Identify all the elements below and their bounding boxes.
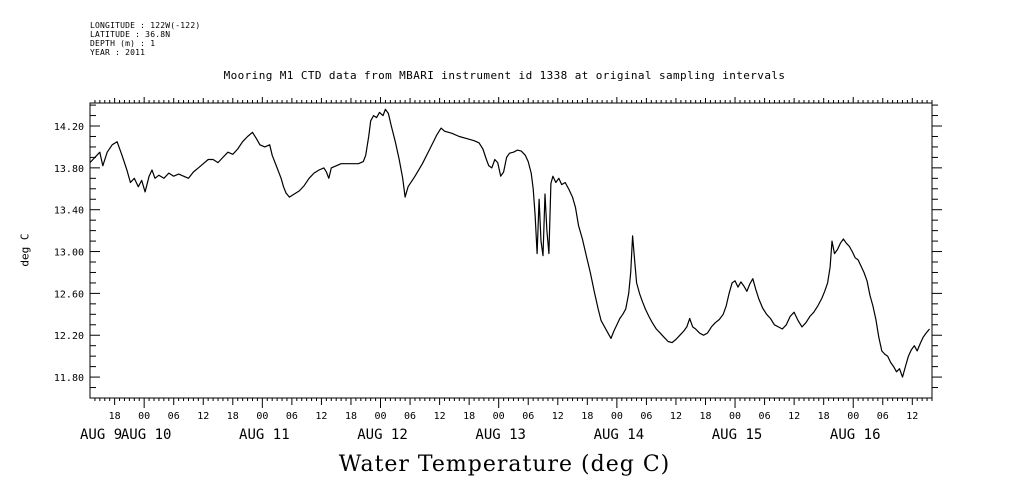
x-hour-label: 18	[109, 411, 121, 422]
x-hour-label: 06	[877, 411, 889, 422]
x-day-label: AUG 10	[121, 427, 172, 443]
longitude-text: LONGITUDE : 122W(-122)	[90, 21, 201, 30]
x-hour-label: 06	[404, 411, 416, 422]
x-hour-label: 12	[315, 411, 327, 422]
x-hour-label: 00	[374, 411, 386, 422]
x-hour-label: 18	[227, 411, 239, 422]
x-hour-label: 12	[788, 411, 800, 422]
y-tick-label: 13.80	[54, 164, 84, 175]
x-hour-label: 18	[581, 411, 593, 422]
x-day-label: AUG 16	[830, 427, 881, 443]
x-day-label: AUG 12	[357, 427, 408, 443]
metadata-block: LONGITUDE : 122W(-122) LATITUDE : 36.8N …	[90, 21, 200, 57]
y-tick-label: 12.60	[54, 289, 84, 300]
y-tick-label: 13.40	[54, 206, 84, 217]
x-hour-label: 12	[197, 411, 209, 422]
x-hour-label: 18	[818, 411, 830, 422]
x-hour-label: 18	[699, 411, 711, 422]
x-hour-label: 00	[611, 411, 623, 422]
x-day-label: AUG 13	[475, 427, 526, 443]
x-hour-label: 18	[463, 411, 475, 422]
y-tick-label: 12.20	[54, 331, 84, 342]
series-line	[89, 108, 930, 378]
x-day-label: AUG 15	[712, 427, 763, 443]
y-tick-label: 11.80	[54, 373, 84, 384]
year-text: YEAR : 2011	[90, 48, 146, 57]
x-hour-label: 00	[729, 411, 741, 422]
x-axis-label: Water Temperature (deg C)	[338, 452, 671, 477]
depth-text: DEPTH (m) : 1	[90, 39, 156, 48]
x-hour-label: 06	[759, 411, 771, 422]
x-hour-label: 00	[138, 411, 150, 422]
x-hour-label: 12	[670, 411, 682, 422]
plot-frame	[89, 102, 933, 399]
x-day-label: AUG 11	[239, 427, 290, 443]
x-hour-label: 06	[640, 411, 652, 422]
x-hour-label: 18	[345, 411, 357, 422]
x-hour-label: 06	[168, 411, 180, 422]
latitude-text: LATITUDE : 36.8N	[90, 30, 171, 39]
x-hour-label: 00	[256, 411, 268, 422]
y-tick-label: 14.20	[54, 122, 84, 133]
x-hour-label: 06	[522, 411, 534, 422]
x-hour-label: 12	[434, 411, 446, 422]
x-hour-label: 00	[493, 411, 505, 422]
x-hour-label: 12	[906, 411, 918, 422]
x-hour-label: 12	[552, 411, 564, 422]
x-hour-label: 06	[286, 411, 298, 422]
chart-title: Mooring M1 CTD data from MBARI instrumen…	[223, 69, 786, 82]
x-hour-label: 00	[847, 411, 859, 422]
x-day-label: AUG 14	[594, 427, 645, 443]
x-day-label: AUG 9	[80, 427, 122, 443]
y-tick-label: 13.00	[54, 248, 84, 259]
